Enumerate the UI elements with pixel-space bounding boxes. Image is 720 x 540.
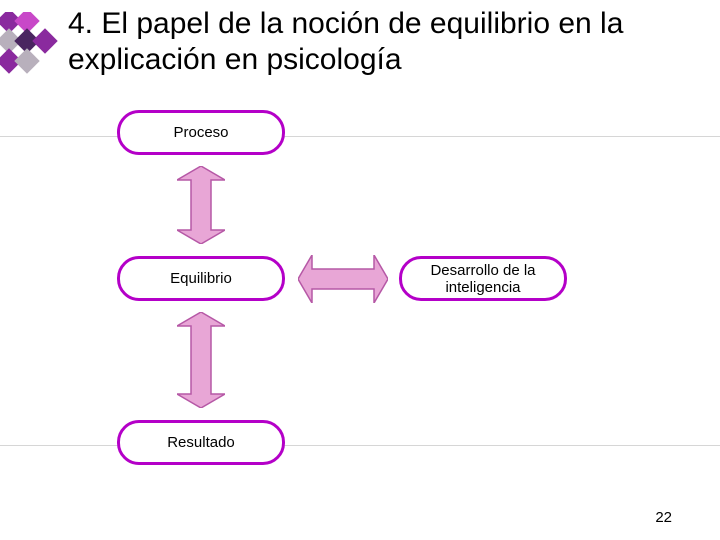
double-arrow bbox=[177, 312, 225, 408]
page-number: 22 bbox=[655, 509, 672, 526]
divider-line bbox=[0, 445, 720, 446]
double-arrow bbox=[177, 166, 225, 244]
double-arrow bbox=[298, 255, 388, 303]
node-resultado: Resultado bbox=[117, 420, 285, 465]
node-proceso: Proceso bbox=[117, 110, 285, 155]
divider-line bbox=[0, 136, 720, 137]
node-equilibrio: Equilibrio bbox=[117, 256, 285, 301]
slide-title: 4. El papel de la noción de equilibrio e… bbox=[68, 6, 710, 78]
node-desarrollo: Desarrollo de la inteligencia bbox=[399, 256, 567, 301]
slide-logo bbox=[0, 12, 60, 82]
